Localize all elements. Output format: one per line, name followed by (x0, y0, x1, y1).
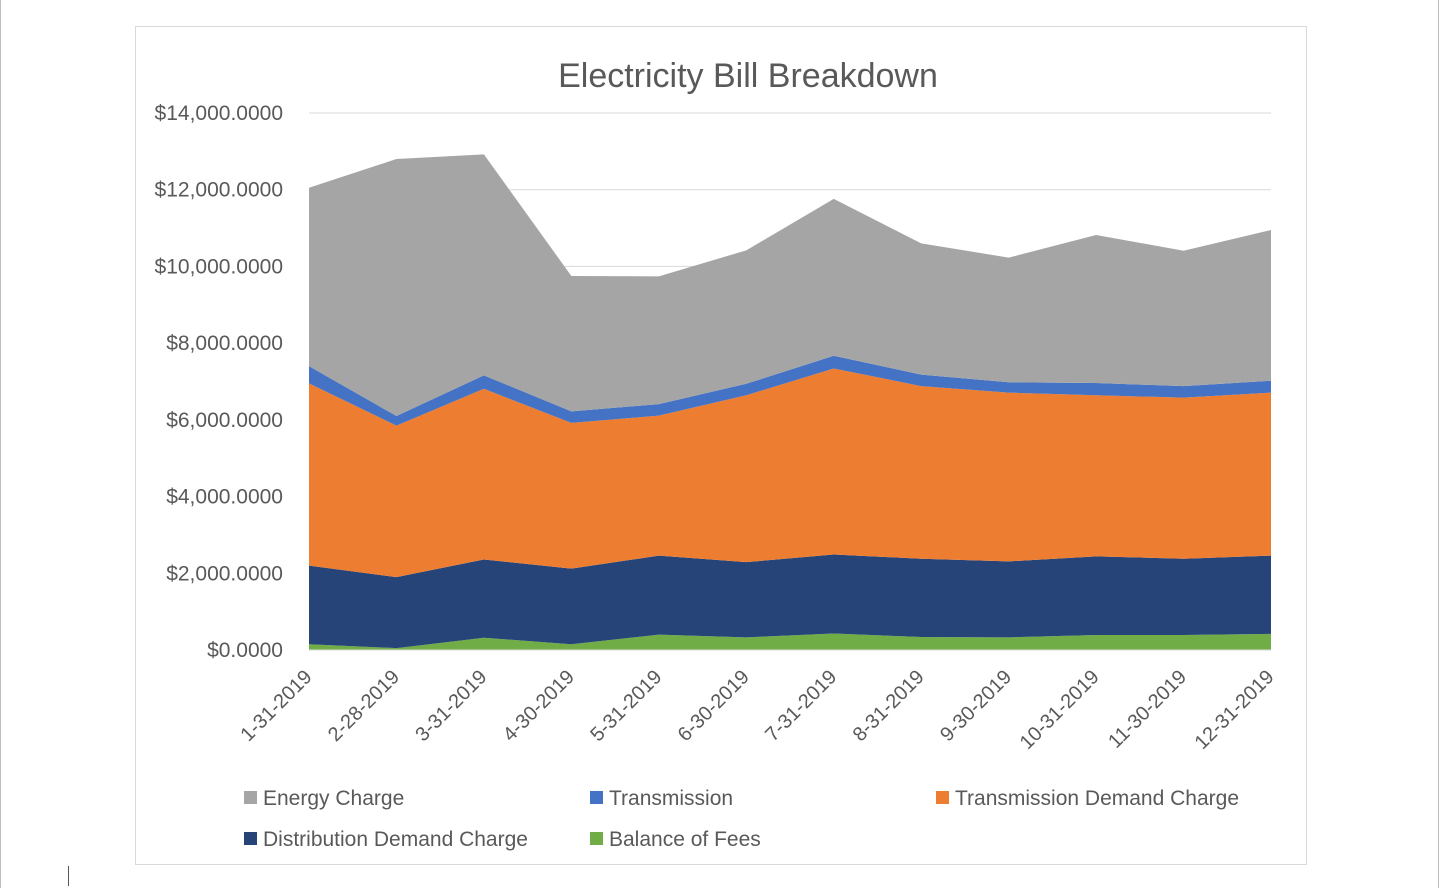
legend-label: Transmission (609, 787, 733, 810)
x-tick-label: 1-31-2019 (236, 666, 316, 746)
legend-item-energy-charge[interactable]: Energy Charge (244, 787, 404, 810)
x-tick-label: 7-31-2019 (761, 666, 841, 746)
chart-svg: $0.0000 $2,000.0000 $4,000.0000 $6,000.0000… (155, 57, 1279, 851)
y-tick-label: $0.0000 (207, 639, 283, 662)
y-tick-label: $2,000.0000 (166, 562, 283, 585)
legend-swatch (244, 832, 257, 845)
legend-label: Transmission Demand Charge (955, 787, 1239, 810)
legend-label: Balance of Fees (609, 828, 761, 851)
y-tick-label: $14,000.0000 (155, 102, 283, 125)
x-tick-label: 4-30-2019 (499, 666, 579, 746)
legend-label: Distribution Demand Charge (263, 828, 528, 851)
y-tick-label: $6,000.0000 (166, 409, 283, 432)
document-right-border (1438, 0, 1439, 888)
area-distribution-demand-charge[interactable] (309, 554, 1271, 649)
legend-label: Energy Charge (263, 787, 404, 810)
x-tick-label: 10-31-2019 (1016, 666, 1104, 754)
legend-item-distribution-demand-charge[interactable]: Distribution Demand Charge (244, 828, 528, 851)
document-left-border (0, 0, 1, 888)
chart-container[interactable]: $0.0000 $2,000.0000 $4,000.0000 $6,000.0000… (135, 26, 1307, 865)
area-transmission-demand-charge[interactable] (309, 368, 1271, 578)
y-tick-label: $12,000.0000 (155, 179, 283, 202)
legend-swatch (590, 832, 603, 845)
legend-item-transmission-demand-charge[interactable]: Transmission Demand Charge (936, 787, 1239, 810)
area-balance-of-fees[interactable] (309, 633, 1271, 650)
x-tick-label: 3-31-2019 (411, 666, 491, 746)
y-tick-label: $8,000.0000 (166, 332, 283, 355)
y-tick-label: $10,000.0000 (155, 255, 283, 278)
legend-swatch (936, 791, 949, 804)
x-tick-label: 8-31-2019 (849, 666, 929, 746)
x-tick-label: 6-30-2019 (674, 666, 754, 746)
x-tick-label: 5-31-2019 (586, 666, 666, 746)
area-energy-charge[interactable] (309, 154, 1271, 417)
area-transmission[interactable] (309, 355, 1271, 426)
legend: Energy Charge Transmission Transmission De… (244, 787, 1239, 851)
legend-swatch (244, 791, 257, 804)
x-tick-label: 11-30-2019 (1104, 666, 1191, 753)
legend-item-transmission[interactable]: Transmission (590, 787, 733, 810)
y-tick-label: $4,000.0000 (166, 486, 283, 509)
legend-swatch (590, 791, 603, 804)
area-series-layer (309, 154, 1271, 650)
x-tick-label: 2-28-2019 (324, 666, 404, 746)
legend-item-balance-of-fees[interactable]: Balance of Fees (590, 828, 761, 851)
x-tick-label: 12-31-2019 (1191, 666, 1279, 754)
chart-title: Electricity Bill Breakdown (558, 57, 938, 95)
x-tick-label: 9-30-2019 (936, 666, 1016, 746)
text-cursor (68, 866, 69, 886)
